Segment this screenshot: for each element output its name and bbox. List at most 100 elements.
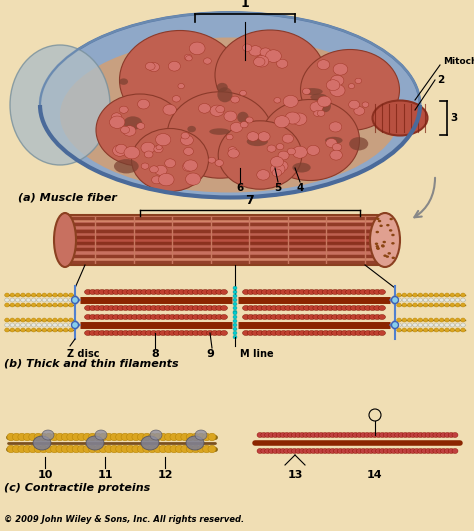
Ellipse shape [210,105,224,116]
Ellipse shape [452,449,458,453]
Ellipse shape [127,330,134,336]
Ellipse shape [439,328,444,332]
Ellipse shape [303,449,309,453]
Ellipse shape [365,289,372,295]
Ellipse shape [136,305,143,311]
Ellipse shape [341,449,347,453]
Ellipse shape [164,446,173,453]
Ellipse shape [271,289,278,295]
Bar [65,236,385,244]
Ellipse shape [376,218,380,220]
Ellipse shape [64,318,68,322]
Ellipse shape [391,433,397,438]
Ellipse shape [402,449,408,453]
Ellipse shape [318,433,324,438]
Ellipse shape [12,433,20,441]
Ellipse shape [295,433,301,438]
Ellipse shape [429,318,433,322]
Ellipse shape [314,449,320,453]
Ellipse shape [233,310,237,314]
Ellipse shape [58,298,63,302]
Ellipse shape [226,134,233,140]
Ellipse shape [425,449,431,453]
Ellipse shape [434,303,438,307]
Ellipse shape [113,330,119,336]
Ellipse shape [186,446,194,453]
Ellipse shape [113,305,119,311]
Ellipse shape [332,289,338,295]
Ellipse shape [211,330,218,336]
Ellipse shape [233,327,237,331]
Ellipse shape [118,314,124,320]
Ellipse shape [329,122,342,132]
Ellipse shape [327,289,334,295]
Text: Z disc: Z disc [67,349,100,359]
Ellipse shape [379,314,385,320]
Ellipse shape [18,433,26,441]
Ellipse shape [397,328,401,332]
Ellipse shape [318,96,331,107]
Ellipse shape [186,433,194,441]
Ellipse shape [397,318,401,322]
Ellipse shape [218,87,232,102]
Ellipse shape [261,449,267,453]
Ellipse shape [99,314,106,320]
Ellipse shape [141,142,155,153]
Ellipse shape [326,139,337,148]
Text: 10: 10 [37,470,53,480]
Ellipse shape [375,433,382,438]
Text: Mitochondrion: Mitochondrion [443,57,474,66]
Ellipse shape [64,328,68,332]
Ellipse shape [53,303,57,307]
Ellipse shape [402,323,407,327]
Ellipse shape [257,449,263,453]
Ellipse shape [258,132,270,141]
Ellipse shape [89,433,97,441]
Ellipse shape [440,449,447,453]
Ellipse shape [395,449,401,453]
Ellipse shape [72,321,79,329]
Ellipse shape [160,289,166,295]
Ellipse shape [21,328,25,332]
Ellipse shape [150,166,158,173]
Ellipse shape [42,298,46,302]
Ellipse shape [266,289,273,295]
Ellipse shape [392,256,395,259]
Ellipse shape [308,314,315,320]
Ellipse shape [199,104,210,113]
Ellipse shape [233,331,237,335]
Ellipse shape [325,137,343,144]
Ellipse shape [173,314,181,320]
Ellipse shape [307,145,319,156]
Ellipse shape [188,305,195,311]
Ellipse shape [360,433,366,438]
Ellipse shape [72,296,79,304]
Ellipse shape [146,314,153,320]
Bar [65,215,385,265]
Ellipse shape [150,305,157,311]
Ellipse shape [64,303,68,307]
Ellipse shape [370,213,400,267]
Ellipse shape [429,328,433,332]
Ellipse shape [183,289,190,295]
Ellipse shape [294,289,301,295]
Ellipse shape [154,446,162,453]
Ellipse shape [255,56,269,67]
Ellipse shape [216,289,223,295]
Ellipse shape [275,330,283,336]
Ellipse shape [159,446,167,453]
Ellipse shape [141,289,148,295]
Ellipse shape [220,314,228,320]
Ellipse shape [408,303,412,307]
Ellipse shape [175,446,183,453]
Ellipse shape [322,449,328,453]
Ellipse shape [215,160,223,166]
Ellipse shape [317,110,325,116]
Ellipse shape [360,449,366,453]
Ellipse shape [290,330,296,336]
Ellipse shape [461,328,465,332]
Ellipse shape [268,449,274,453]
Ellipse shape [395,433,401,438]
Ellipse shape [313,289,320,295]
Ellipse shape [146,330,153,336]
